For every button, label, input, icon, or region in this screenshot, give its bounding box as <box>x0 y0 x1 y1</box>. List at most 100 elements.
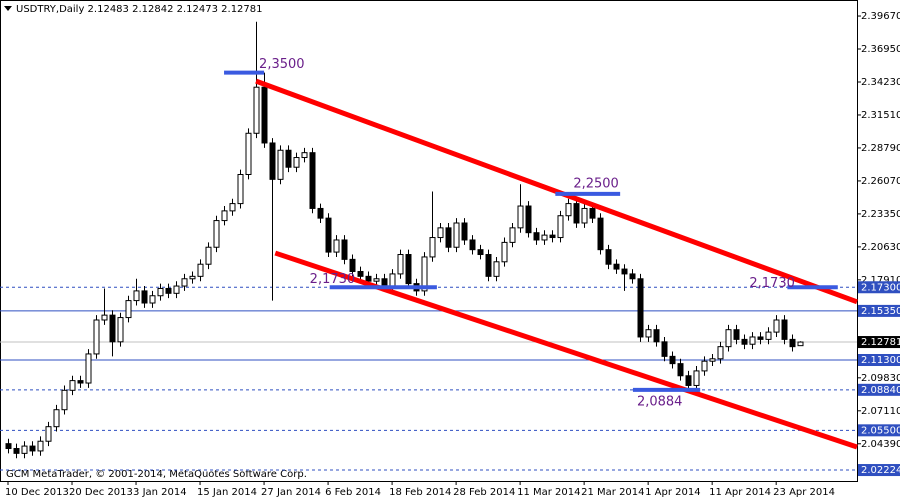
price-label-box <box>858 281 900 294</box>
candle-body <box>5 443 12 450</box>
candle-body <box>621 268 628 275</box>
y-tick-label: 2.26070 <box>861 176 900 187</box>
candle-body <box>309 152 316 209</box>
y-tick-label: 2.31510 <box>861 110 900 121</box>
candle-body <box>605 249 612 265</box>
price-label: 2.02224 <box>861 465 900 476</box>
candle-body <box>181 278 188 287</box>
candle-body <box>765 331 772 340</box>
chart-header: USDTRY,Daily 2.12483 2.12842 2.12473 2.1… <box>16 4 263 15</box>
candle-body <box>189 275 196 280</box>
level-label: 2,0884 <box>637 394 683 409</box>
y-tick-label: 2.23350 <box>861 209 900 220</box>
candle-body <box>613 263 620 270</box>
candle-body <box>517 205 524 229</box>
y-tick-label: 2.09830 <box>861 373 900 384</box>
candle-body <box>133 290 140 302</box>
price-label-box <box>858 383 900 396</box>
candle-body <box>197 263 204 277</box>
trendline <box>255 78 858 305</box>
candle-body <box>253 86 260 134</box>
candle-body <box>469 239 476 251</box>
y-tick-label: 2.34230 <box>861 77 900 88</box>
x-tick-label: 10 Dec 2013 <box>5 487 69 498</box>
price-label: 2.15350 <box>861 306 900 317</box>
candle-body <box>13 448 20 454</box>
x-tick-label: 1 Apr 2014 <box>645 487 700 498</box>
candle-body <box>333 239 340 253</box>
candle-body <box>789 338 796 348</box>
x-tick-label: 23 Apr 2014 <box>773 487 835 498</box>
candle-body <box>573 203 580 224</box>
candle-body <box>165 287 172 294</box>
y-tick-label: 2.20630 <box>861 242 900 253</box>
candle-body <box>661 341 668 357</box>
candle-body <box>549 234 556 239</box>
candle-body <box>421 256 428 292</box>
candle-body <box>773 319 780 333</box>
candle-body <box>669 355 676 365</box>
candle-body <box>533 232 540 241</box>
candle-body <box>45 426 52 442</box>
candle-body <box>205 246 212 265</box>
level-label: 2,2500 <box>573 176 619 191</box>
candle-body <box>53 409 60 428</box>
footer: GCM MetaTrader, © 2001-2014, MetaQuotes … <box>6 469 307 480</box>
last-price-box <box>858 336 900 349</box>
candle-body <box>453 222 460 248</box>
candle-body <box>261 86 268 144</box>
menu-icon[interactable] <box>4 6 12 11</box>
candle-body <box>541 234 548 241</box>
candle-body <box>61 389 68 411</box>
candle-body <box>749 336 756 345</box>
candle-body <box>509 227 516 243</box>
candle-body <box>653 329 660 343</box>
candle-body <box>21 445 28 454</box>
candle-body <box>437 227 444 239</box>
candle-body <box>245 132 252 175</box>
candle-body <box>461 222 468 241</box>
candle-body <box>149 295 156 304</box>
x-tick-label: 27 Jan 2014 <box>261 487 321 498</box>
x-tick-label: 11 Mar 2014 <box>517 487 580 498</box>
candle-body <box>293 157 300 168</box>
price-label-box <box>858 353 900 366</box>
candle-body <box>93 319 100 355</box>
y-tick-label: 2.36950 <box>861 44 900 55</box>
candle-body <box>213 220 220 248</box>
candle-body <box>69 380 76 391</box>
candle-body <box>365 275 372 282</box>
candle-body <box>341 239 348 260</box>
candle-body <box>37 440 44 452</box>
y-tick-label: 2.04390 <box>861 439 900 450</box>
candle-body <box>493 261 500 277</box>
y-tick-label: 2.07110 <box>861 406 900 417</box>
candle-body <box>477 249 484 256</box>
candle-body <box>589 207 596 219</box>
candle-body <box>581 207 588 224</box>
candle-body <box>757 336 764 340</box>
x-tick-label: 18 Feb 2014 <box>389 487 451 498</box>
candle-body <box>221 210 228 222</box>
candle-body <box>597 217 604 251</box>
candle-body <box>485 254 492 277</box>
candle-body <box>173 285 180 294</box>
candle-body <box>677 363 684 377</box>
candle-body <box>797 341 804 347</box>
candle-body <box>125 300 132 319</box>
candle-body <box>277 149 284 180</box>
y-tick-label: 2.39670 <box>861 11 900 22</box>
candle-body <box>781 319 788 340</box>
candle-body <box>565 203 572 217</box>
y-tick-label: 2.28790 <box>861 143 900 154</box>
candle-body <box>725 329 732 348</box>
candle-body <box>629 273 636 280</box>
candle-body <box>397 254 404 275</box>
candle-body <box>429 237 436 258</box>
price-label: 2.11300 <box>861 355 900 366</box>
candle-body <box>741 338 748 345</box>
candle-body <box>693 370 700 386</box>
level-label: 2,1730 <box>749 276 795 291</box>
